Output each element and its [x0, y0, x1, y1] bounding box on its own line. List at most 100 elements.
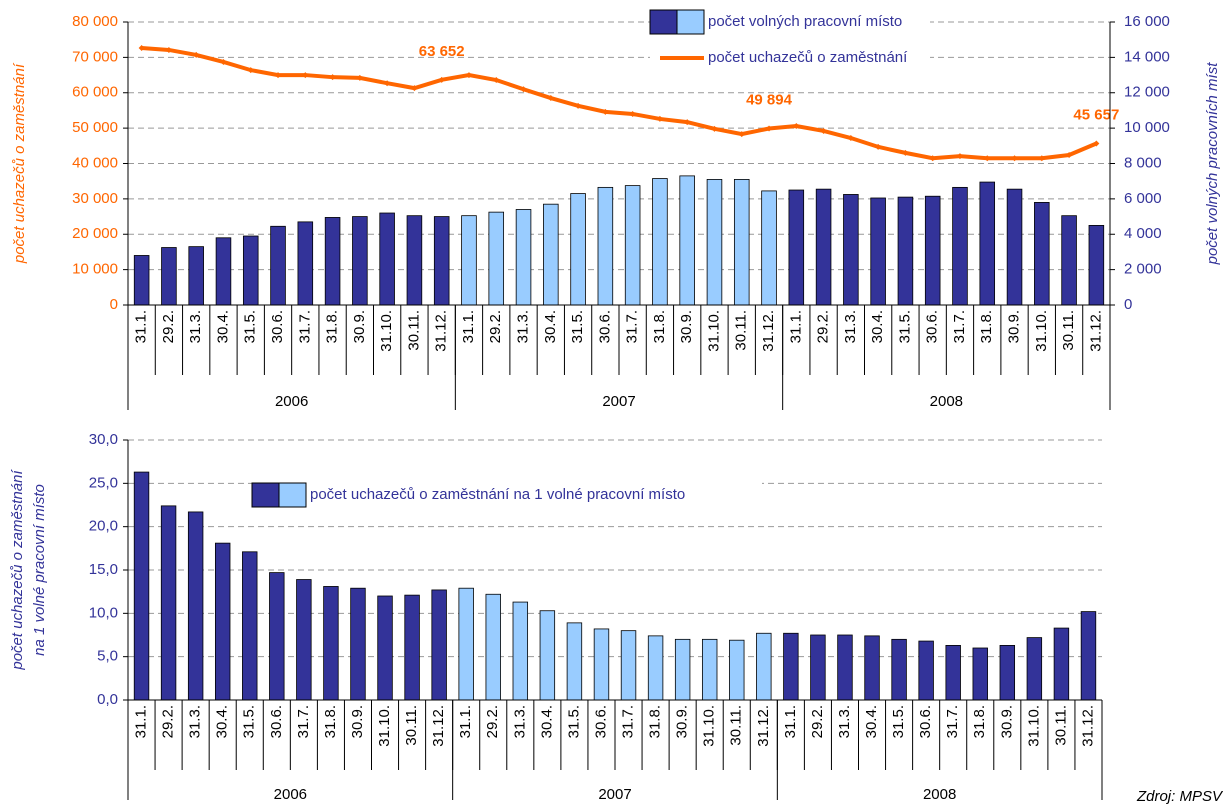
x-tick-label: 31.1. [132, 705, 149, 738]
bar [620, 630, 637, 701]
y2-tick-label: 6 000 [1124, 190, 1162, 207]
bar [1061, 215, 1077, 306]
x-tick-label: 31.12. [760, 310, 777, 352]
bar [323, 586, 339, 701]
data-label: 49 894 [746, 91, 793, 108]
bar [924, 195, 941, 306]
y-tick-label: 20,0 [89, 518, 118, 535]
x-tick-label: 30.4. [214, 310, 231, 343]
group-label: 2006 [275, 393, 308, 410]
bar [214, 542, 231, 701]
y-tick-label: 40 000 [72, 154, 118, 171]
bar [187, 511, 204, 701]
y-tick-label: 5,0 [97, 648, 118, 665]
legend-label: počet volných pracovní místo [708, 13, 902, 30]
group-label: 2008 [923, 786, 956, 803]
bar [733, 179, 750, 306]
source: Zdroj: MPSV [1136, 788, 1223, 805]
y-tick-label: 10,0 [89, 604, 118, 621]
bar [543, 203, 559, 306]
line-marker [547, 95, 554, 102]
bar [352, 216, 368, 306]
x-tick-label: 30.6. [269, 310, 286, 343]
y2-tick-label: 10 000 [1124, 119, 1170, 136]
x-tick-label: 31.10. [1025, 705, 1042, 747]
x-tick-label: 31.3. [511, 705, 528, 738]
x-tick-label: 29.2. [809, 705, 826, 738]
line-marker [875, 143, 882, 150]
x-tick-label: 31.7. [951, 310, 968, 343]
line-marker [356, 74, 363, 81]
bar [461, 215, 477, 306]
y-tick-label: 0 [110, 296, 118, 313]
legend-swatch [251, 482, 280, 508]
line-marker [766, 125, 773, 132]
line-marker [247, 67, 254, 74]
x-tick-label: 30.6. [268, 705, 285, 738]
x-tick-label: 31.10. [376, 705, 393, 747]
bar [597, 186, 614, 306]
x-tick-label: 31.1. [782, 705, 799, 738]
data-label: 63 652 [419, 43, 465, 60]
line-marker [684, 119, 691, 126]
y-tick-label: 70 000 [72, 48, 118, 65]
y-tick-label: 30,0 [89, 431, 118, 448]
x-tick-label: 29.2. [160, 705, 177, 738]
y2-tick-label: 14 000 [1124, 48, 1170, 65]
x-tick-label: 31.1. [133, 310, 150, 343]
y2-tick-label: 8 000 [1124, 154, 1162, 171]
x-tick-label: 30.11. [728, 705, 745, 746]
legend-swatch [278, 482, 307, 508]
line-marker [820, 127, 827, 134]
x-tick-label: 29.2. [484, 705, 501, 738]
x-tick-label: 31.5. [890, 705, 907, 738]
bar [1026, 637, 1043, 701]
x-tick-label: 31.12. [1087, 310, 1104, 352]
x-tick-label: 31.8. [647, 705, 664, 738]
bar [979, 181, 996, 306]
group-label: 2007 [602, 393, 635, 410]
x-tick-label: 31.12. [430, 705, 447, 747]
y-tick-label: 30 000 [72, 190, 118, 207]
legend-swatch [676, 9, 705, 35]
bar [945, 645, 961, 701]
x-tick-label: 31.7. [619, 705, 636, 738]
y2-tick-label: 2 000 [1124, 261, 1162, 278]
bar [647, 635, 664, 701]
bar [756, 632, 772, 701]
x-tick-label: 30.11. [1052, 705, 1069, 746]
bar [706, 179, 723, 306]
x-tick-label: 31.5. [241, 705, 258, 738]
y-tick-label: 60 000 [72, 84, 118, 101]
bar [458, 587, 474, 701]
x-tick-label: 31.12. [433, 310, 450, 352]
legend-swatch [649, 9, 678, 35]
x-tick-label: 31.3. [842, 310, 859, 343]
x-tick-label: 31.3. [187, 705, 204, 738]
bar [729, 639, 745, 701]
x-tick-label: 30.9. [674, 705, 691, 738]
line-marker [956, 153, 963, 160]
bar [188, 246, 204, 306]
bar [701, 638, 718, 701]
line-marker [1066, 152, 1073, 159]
y2-tick-label: 4 000 [1124, 225, 1162, 242]
bar [160, 505, 177, 701]
line-marker [738, 131, 745, 138]
line-marker [575, 102, 582, 109]
x-tick-label: 31.10. [705, 310, 722, 352]
x-tick-label: 31.12. [755, 705, 772, 747]
group-label: 2007 [598, 786, 631, 803]
x-tick-label: 31.3. [514, 310, 531, 343]
x-tick-label: 31.5. [565, 705, 582, 738]
line-marker [793, 123, 800, 130]
bar [864, 635, 880, 701]
x-tick-label: 31.10. [378, 310, 395, 352]
line-marker [138, 45, 145, 52]
line-marker [302, 72, 309, 79]
x-tick-label: 31.8. [978, 310, 995, 343]
y-tick-label: 20 000 [72, 225, 118, 242]
bar [377, 595, 393, 701]
x-tick-label: 30.9. [1005, 310, 1022, 343]
bar [870, 197, 886, 306]
